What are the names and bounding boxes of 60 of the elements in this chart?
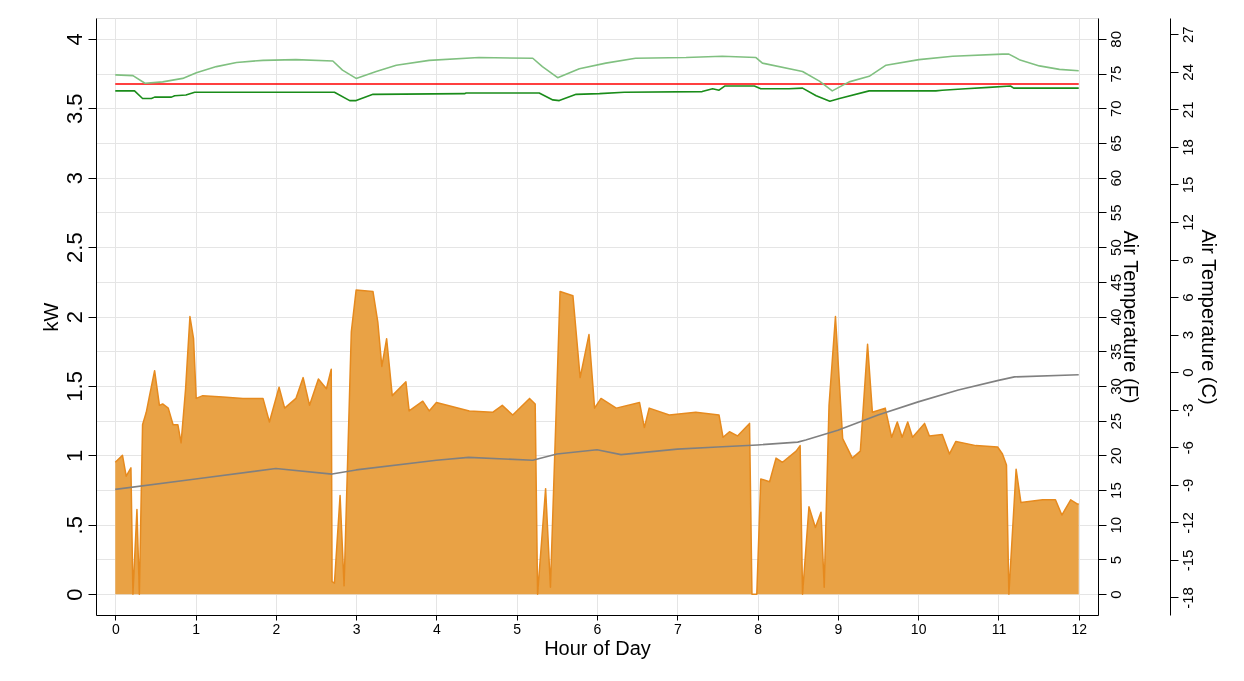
y2-tick-label: 35 bbox=[1106, 343, 1124, 361]
y3-tick-label: 15 bbox=[1178, 176, 1196, 194]
y2-tick-label: 5 bbox=[1106, 555, 1124, 565]
y-tick-label: 2.5 bbox=[61, 232, 87, 263]
x-tick-label: 11 bbox=[991, 620, 1007, 637]
y3-tick-label: 9 bbox=[1178, 255, 1196, 265]
x-tick-label: 3 bbox=[352, 620, 361, 637]
y2-tick-label: 60 bbox=[1106, 169, 1124, 187]
line-series bbox=[114, 53, 1080, 92]
y2-tick-label: 10 bbox=[1106, 516, 1124, 534]
y2-tick-label: 55 bbox=[1106, 204, 1124, 222]
x-tick-label: 5 bbox=[513, 620, 522, 637]
y2-tick-label: 40 bbox=[1106, 308, 1124, 326]
y3-tick-label: -15 bbox=[1178, 549, 1196, 572]
x-tick-label: 6 bbox=[593, 620, 602, 637]
x-tick-label: 0 bbox=[111, 620, 120, 637]
y2-tick-label: 80 bbox=[1106, 30, 1124, 48]
y2-tick-label: 15 bbox=[1106, 482, 1124, 499]
y3-tick-label: -3 bbox=[1178, 403, 1196, 417]
y3-tick-label: -9 bbox=[1178, 478, 1196, 493]
y3-tick-label: 3 bbox=[1178, 330, 1196, 340]
y-tick-label: 1.5 bbox=[61, 371, 87, 402]
line-series bbox=[114, 85, 1080, 103]
x-tick-label: 1 bbox=[192, 620, 201, 637]
y-tick-label: .5 bbox=[61, 516, 87, 535]
y-tick-label: 3.5 bbox=[61, 93, 87, 125]
y-axis-title: kW bbox=[39, 302, 62, 332]
y-tick-label: 1 bbox=[61, 449, 87, 462]
y-tick-label: 2 bbox=[61, 310, 87, 324]
line-series bbox=[114, 374, 1080, 491]
y3-tick-label: 24 bbox=[1178, 63, 1196, 81]
y2-tick-label: 75 bbox=[1106, 65, 1124, 83]
x-tick-label: 7 bbox=[673, 620, 682, 637]
x-tick-label: 8 bbox=[754, 620, 763, 637]
y3-tick-label: 12 bbox=[1178, 214, 1196, 231]
y2-tick-label: 45 bbox=[1106, 273, 1124, 291]
y3-tick-label: 0 bbox=[1178, 368, 1196, 377]
y-tick-label: 4 bbox=[61, 33, 87, 46]
y3-tick-label: 27 bbox=[1178, 26, 1196, 44]
y3-tick-label: 18 bbox=[1178, 139, 1196, 156]
y2-tick-label: 0 bbox=[1106, 590, 1124, 599]
y3-axis-title: Air Temperature (C) bbox=[1197, 229, 1220, 405]
x-tick-label: 2 bbox=[272, 620, 281, 637]
y-tick-label: 0 bbox=[61, 588, 87, 601]
y2-tick-label: 25 bbox=[1106, 412, 1124, 430]
x-tick-label: 10 bbox=[910, 620, 927, 637]
y2-tick-label: 20 bbox=[1106, 447, 1124, 465]
x-tick-label: 9 bbox=[834, 620, 843, 637]
y2-tick-label: 65 bbox=[1106, 135, 1124, 152]
y3-tick-label: -18 bbox=[1178, 587, 1196, 609]
y3-tick-label: -6 bbox=[1178, 441, 1196, 455]
x-tick-label: 12 bbox=[1071, 620, 1088, 637]
y2-tick-label: 50 bbox=[1106, 239, 1124, 256]
x-tick-label: 4 bbox=[433, 620, 442, 637]
y-tick-label: 3 bbox=[61, 172, 87, 185]
y3-tick-label: 21 bbox=[1178, 101, 1196, 119]
y2-tick-label: 70 bbox=[1106, 100, 1124, 118]
y3-tick-label: -12 bbox=[1178, 512, 1196, 534]
y3-tick-label: 6 bbox=[1178, 293, 1196, 302]
x-axis-title: Hour of Day bbox=[544, 636, 651, 659]
